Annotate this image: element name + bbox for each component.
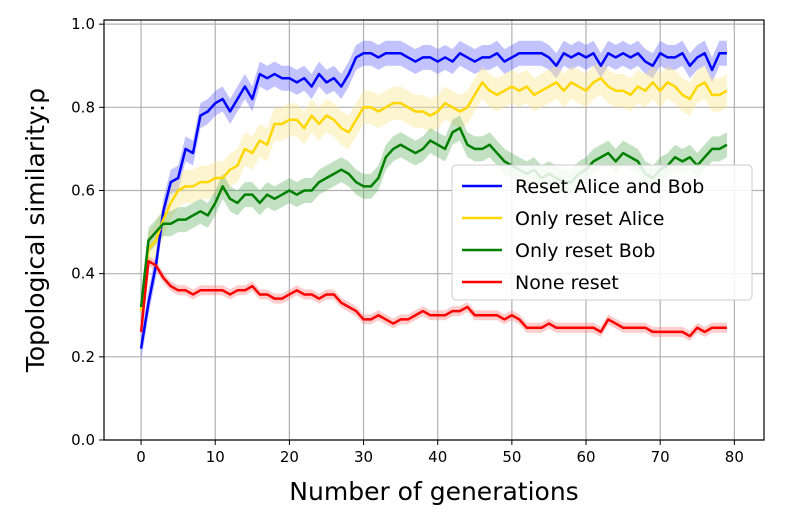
plot-frame (103, 19, 765, 441)
x-tick-label: 60 (576, 448, 595, 466)
legend-box (451, 164, 753, 301)
series-line-1 (139, 76, 728, 312)
legend-label: Reset Alice and Bob (515, 176, 704, 198)
legend: Reset Alice and Bob Only reset Alice Only … (451, 164, 753, 301)
legend-label: None reset (515, 272, 619, 294)
y-tick-label: 0.0 (71, 431, 95, 449)
series-line-2 (139, 126, 728, 308)
y-tick-label: 0.2 (71, 348, 95, 366)
band-1 (141, 61, 727, 328)
y-axis-ticks: 0.0 0.2 0.4 0.6 0.8 1.0 (71, 15, 104, 449)
x-tick-label: 30 (354, 448, 373, 466)
x-tick-label: 80 (725, 448, 744, 466)
y-tick-label: 0.8 (71, 98, 95, 116)
x-tick-label: 10 (206, 448, 225, 466)
y-tick-label: 1.0 (71, 15, 95, 33)
series-lines (139, 52, 728, 349)
x-axis-ticks: 0 10 20 30 40 50 60 70 80 (136, 440, 744, 466)
y-tick-label: 0.6 (71, 181, 95, 199)
legend-label: Only reset Bob (515, 240, 655, 262)
x-tick-label: 40 (428, 448, 447, 466)
x-tick-label: 0 (136, 448, 146, 466)
x-axis-label: Number of generations (289, 477, 578, 506)
x-tick-label: 70 (651, 448, 670, 466)
x-tick-label: 20 (280, 448, 299, 466)
series-line-3 (139, 259, 727, 338)
x-tick-label: 50 (502, 448, 521, 466)
y-tick-label: 0.4 (71, 265, 95, 283)
y-axis-label: Topological similarity:ρ (21, 88, 50, 373)
legend-label: Only reset Alice (515, 208, 664, 230)
series-line-0 (139, 52, 727, 349)
